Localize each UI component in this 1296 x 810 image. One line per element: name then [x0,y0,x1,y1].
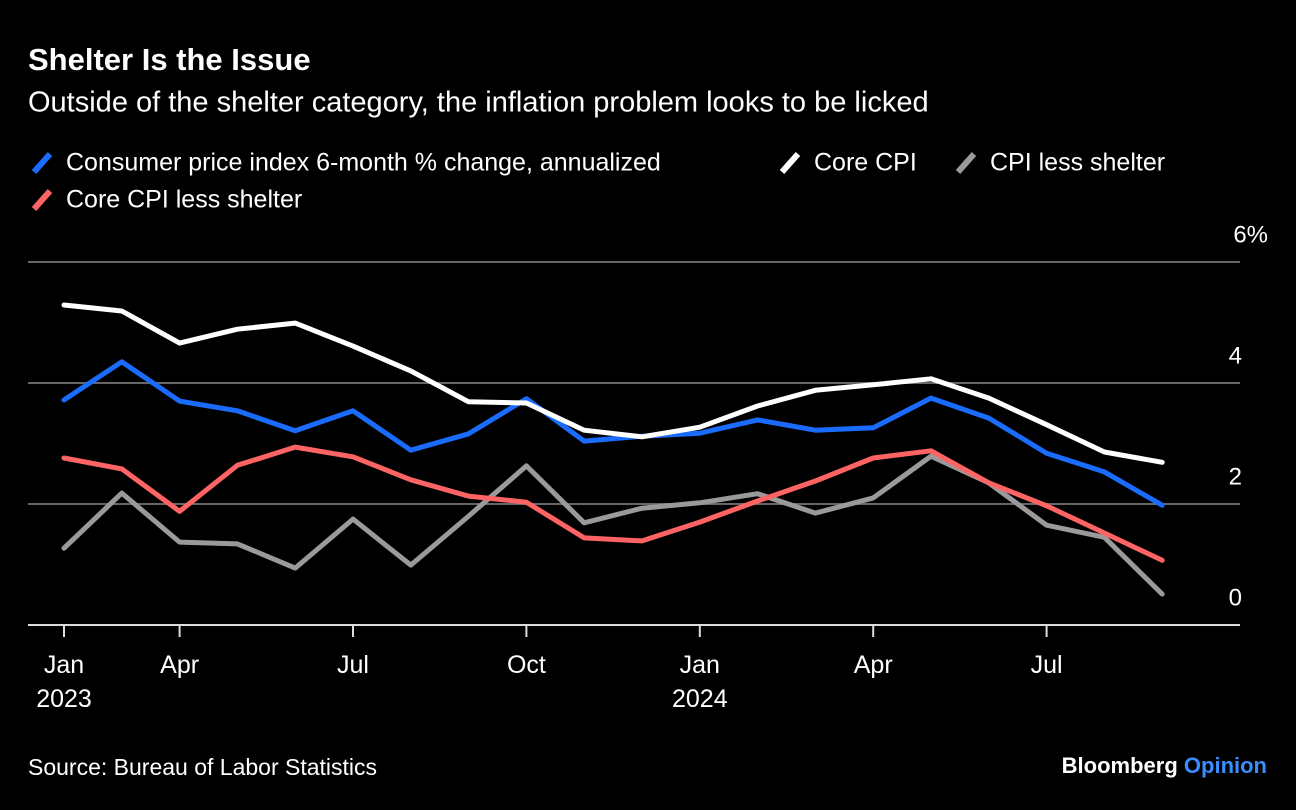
series-line [61,444,1165,563]
chart-title: Shelter Is the Issue [28,42,311,77]
legend-swatch [31,189,53,211]
legend-swatch [31,152,53,174]
chart-subtitle: Outside of the shelter category, the inf… [28,87,929,119]
legend-label: Core CPI [814,149,917,177]
legend-label: Core CPI less shelter [66,186,302,214]
series-line [61,302,1165,465]
y-tick-label: 0 [1229,584,1242,611]
y-tick-label: 4 [1229,342,1242,369]
x-tick-label: Apr [853,651,893,679]
x-tick-label: Oct [506,651,546,679]
x-tick-label: Jan 2024 [671,651,728,713]
x-tick-label: Apr [160,651,200,679]
series-line [61,359,1165,508]
credit: Bloomberg Opinion [1062,753,1267,778]
legend-label: CPI less shelter [990,149,1165,177]
x-tick-label: Jul [1030,651,1063,679]
credit-brand: Bloomberg [1062,753,1178,778]
source: Source: Bureau of Labor Statistics [28,754,377,780]
x-tick-label: Jan 2023 [36,651,92,713]
y-tick-label: 2 [1229,463,1242,490]
credit-opinion: Opinion [1184,753,1267,778]
legend-swatch [779,152,801,174]
y-tick-label: 6% [1233,221,1268,248]
legend-label: Consumer price index 6-month % change, a… [66,149,661,177]
legend-swatch [955,152,977,174]
x-tick-label: Jul [337,651,369,679]
series-line [61,453,1165,597]
